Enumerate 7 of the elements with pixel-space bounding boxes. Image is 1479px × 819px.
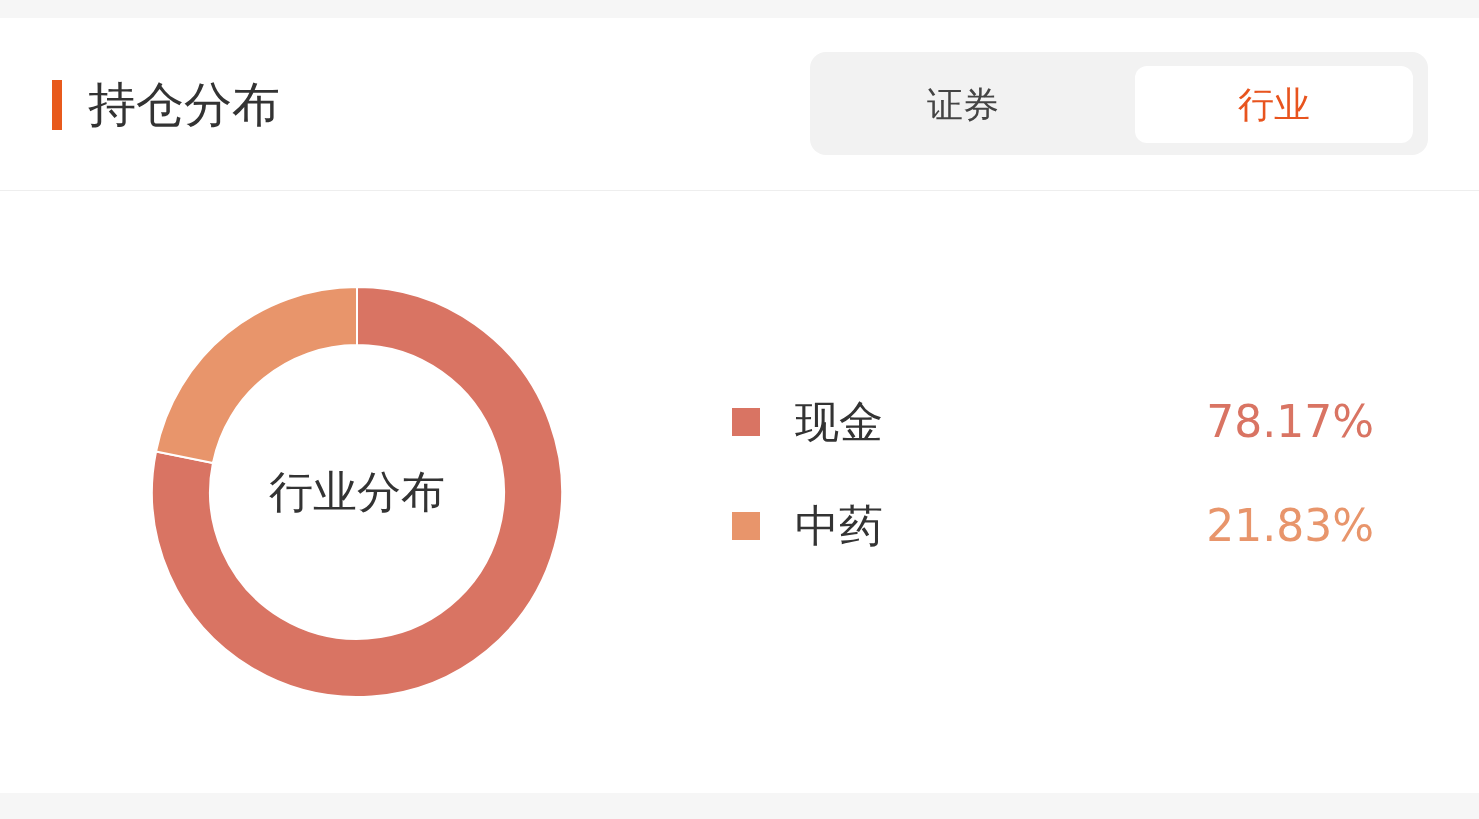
legend-label: 中药 — [795, 499, 883, 553]
legend-label: 现金 — [795, 395, 883, 449]
data-label: 21.83% — [1206, 499, 1374, 553]
text: 行业分布 — [268, 465, 446, 519]
chart-title: 持仓分布 — [88, 75, 280, 134]
tab-switch: 证券 行业 — [810, 52, 1428, 155]
data-label: 78.17% — [1206, 395, 1374, 449]
